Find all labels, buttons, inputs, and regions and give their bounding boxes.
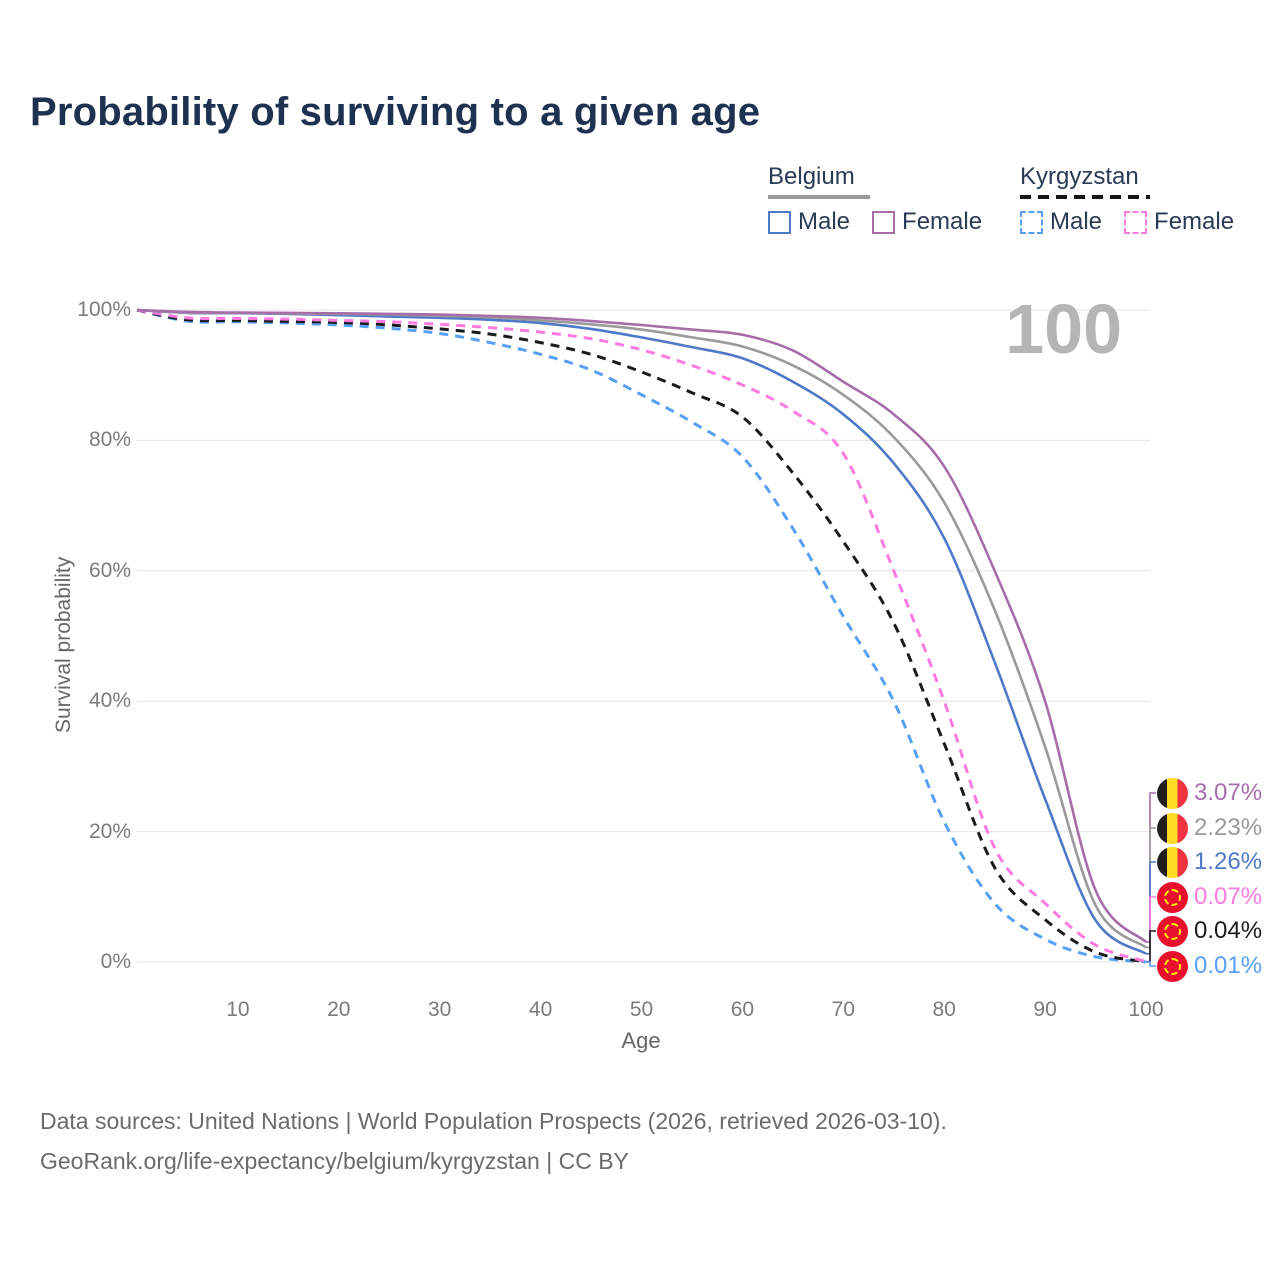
belgium-flag-icon xyxy=(1157,777,1188,809)
x-axis-title: Age xyxy=(621,1028,661,1053)
kyrgyzstan-flag-icon xyxy=(1157,915,1188,947)
legend-underline-dashed xyxy=(1020,195,1150,199)
legend-group-belgium: Belgium Male Female xyxy=(768,163,982,236)
kyrgyzstan-flag-icon xyxy=(1157,881,1188,913)
x-tick-label: 30 xyxy=(428,998,452,1021)
x-tick-label: 70 xyxy=(831,998,855,1021)
end-label-connector xyxy=(1146,827,1156,949)
y-tick-label: 40% xyxy=(88,689,131,713)
end-value-label: 2.23% xyxy=(1194,814,1263,841)
survival-curve-kyrgyzstan-female[interactable] xyxy=(136,308,1147,963)
end-label-connector xyxy=(1146,961,1156,967)
swatch-kyrgyzstan-male xyxy=(1020,210,1043,234)
legend-item-kyrgyzstan-male[interactable]: Male xyxy=(1020,208,1102,236)
survival-curve-kyrgyzstan-male[interactable] xyxy=(136,308,1147,964)
swatch-belgium-female xyxy=(872,210,896,234)
x-tick-label: 20 xyxy=(327,998,351,1021)
x-tick-label: 40 xyxy=(528,998,553,1021)
end-label-row: 2.23% xyxy=(1157,811,1262,845)
legend-item-belgium-male[interactable]: Male xyxy=(768,208,850,236)
kyrgyzstan-flag-icon xyxy=(1157,950,1188,982)
end-label-row: 0.01% xyxy=(1157,949,1262,983)
end-value-label: 0.01% xyxy=(1194,952,1263,979)
y-tick-label: 20% xyxy=(88,819,131,843)
end-value-label: 0.04% xyxy=(1194,917,1263,944)
legend-item-label: Male xyxy=(1050,208,1103,235)
end-label-row: 3.07% xyxy=(1157,776,1262,810)
end-label-row: 1.26% xyxy=(1157,845,1262,879)
swatch-belgium-male xyxy=(768,210,791,234)
survival-curve-belgium-both-sexes[interactable] xyxy=(136,308,1147,949)
age-indicator-watermark: 100 xyxy=(1005,290,1122,368)
x-tick-label: 100 xyxy=(1128,998,1164,1021)
legend-item-kyrgyzstan-female[interactable]: Female xyxy=(1124,208,1234,236)
legend-header-belgium[interactable]: Belgium xyxy=(768,163,855,190)
end-label-connector xyxy=(1146,896,1156,963)
end-label-row: 0.04% xyxy=(1157,914,1262,948)
x-tick-label: 90 xyxy=(1033,998,1057,1021)
end-value-label: 1.26% xyxy=(1194,848,1263,875)
legend-item-label: Male xyxy=(798,208,851,235)
y-tick-label: 80% xyxy=(88,428,131,452)
end-value-label: 3.07% xyxy=(1194,779,1263,806)
belgium-flag-icon xyxy=(1157,812,1188,844)
y-tick-label: 0% xyxy=(100,950,131,973)
x-tick-label: 80 xyxy=(932,998,956,1021)
x-tick-label: 50 xyxy=(629,998,654,1021)
belgium-flag-icon xyxy=(1157,846,1188,878)
legend-item-belgium-female[interactable]: Female xyxy=(872,208,982,236)
chart-title: Probability of surviving to a given age xyxy=(30,90,761,134)
survival-curve-belgium-female[interactable] xyxy=(136,308,1147,943)
end-label-connector xyxy=(1146,861,1156,955)
end-label-connector xyxy=(1146,930,1156,963)
legend-header-kyrgyzstan[interactable]: Kyrgyzstan xyxy=(1020,163,1139,190)
footer-source-line: Data sources: United Nations | World Pop… xyxy=(40,1108,947,1134)
y-tick-label: 100% xyxy=(77,298,131,321)
swatch-kyrgyzstan-female xyxy=(1124,210,1148,234)
survival-curve-belgium-male[interactable] xyxy=(136,308,1147,955)
legend-group-kyrgyzstan: Kyrgyzstan Male Female xyxy=(1020,163,1234,236)
legend-item-label: Female xyxy=(902,208,983,235)
end-label-connector xyxy=(1146,792,1156,943)
legend-item-label: Female xyxy=(1154,208,1235,235)
survival-curve-kyrgyzstan-both-sexes[interactable] xyxy=(136,308,1147,964)
x-tick-label: 60 xyxy=(730,998,755,1021)
footer-link-line: GeoRank.org/life-expectancy/belgium/kyrg… xyxy=(40,1148,629,1174)
x-tick-label: 10 xyxy=(226,998,250,1021)
legend-underline-solid xyxy=(768,195,870,199)
y-tick-label: 60% xyxy=(88,558,131,582)
end-label-row: 0.07% xyxy=(1157,880,1262,914)
end-value-label: 0.07% xyxy=(1194,883,1263,910)
